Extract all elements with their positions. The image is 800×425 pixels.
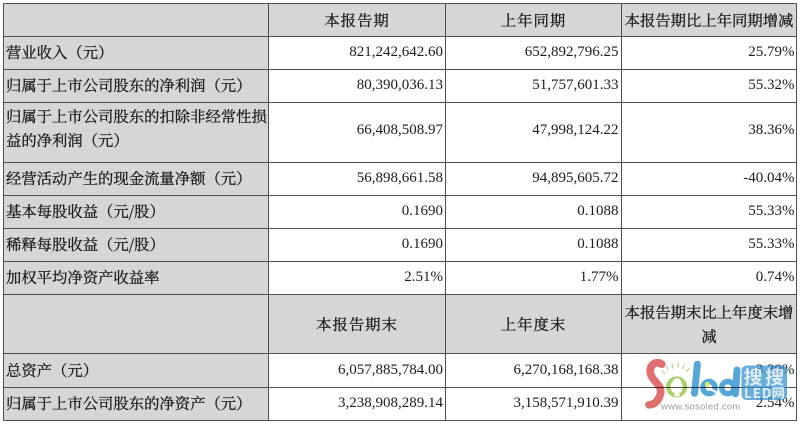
svg-text:网: 网	[772, 382, 786, 402]
svg-text:搜搜: 搜搜	[744, 363, 787, 390]
svg-text:www.sosoled.com: www.sosoled.com	[660, 401, 741, 412]
svg-text:LED: LED	[744, 382, 772, 402]
